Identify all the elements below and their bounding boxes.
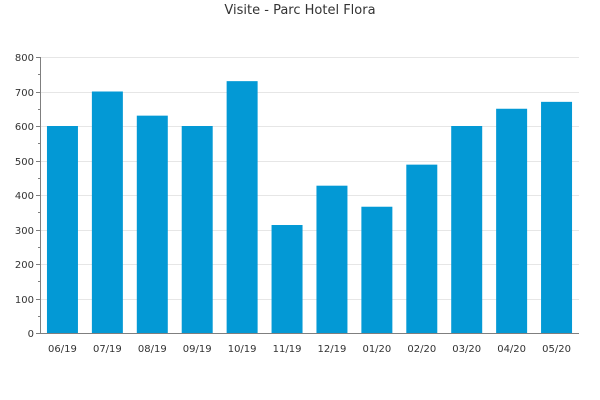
bar	[136, 115, 168, 334]
x-tick-label: 11/19	[273, 344, 302, 355]
y-tick-label: 300	[15, 226, 34, 237]
x-tick-label: 03/20	[452, 344, 481, 355]
bar	[361, 206, 393, 333]
bar-layer	[46, 81, 573, 334]
y-tick-label: 100	[15, 295, 34, 306]
bar	[271, 225, 303, 333]
x-tick-label: 10/19	[228, 344, 257, 355]
y-tick-label: 200	[15, 260, 34, 271]
x-tick-label: 08/19	[138, 344, 167, 355]
bar	[541, 101, 573, 333]
label-layer: 0 100 200 300 400 500 600 700 800 06/19 07/19 08/19…	[15, 53, 571, 355]
bar	[46, 126, 78, 333]
y-tick-label: 0	[28, 329, 34, 340]
y-tick-label: 700	[15, 88, 34, 99]
bar	[451, 126, 483, 333]
x-tick-label: 07/19	[93, 344, 122, 355]
x-tick-label: 04/20	[497, 344, 526, 355]
y-tick-label: 500	[15, 157, 34, 168]
bar	[226, 81, 258, 334]
x-tick-label: 05/20	[542, 344, 571, 355]
x-tick-label: 09/19	[183, 344, 212, 355]
bar	[91, 91, 123, 333]
y-tick-label: 800	[15, 53, 34, 64]
y-tick-label: 600	[15, 122, 34, 133]
grid-layer	[40, 57, 579, 300]
bar	[406, 164, 438, 333]
x-tick-label: 12/19	[318, 344, 347, 355]
x-tick-label: 01/20	[362, 344, 391, 355]
bar	[181, 126, 213, 333]
x-tick-label: 02/20	[407, 344, 436, 355]
axis-layer	[36, 57, 579, 334]
y-tick-label: 400	[15, 191, 34, 202]
bar	[316, 185, 348, 333]
chart-title: Visite - Parc Hotel Flora	[224, 3, 376, 18]
bar	[496, 108, 528, 333]
x-tick-label: 06/19	[48, 344, 77, 355]
